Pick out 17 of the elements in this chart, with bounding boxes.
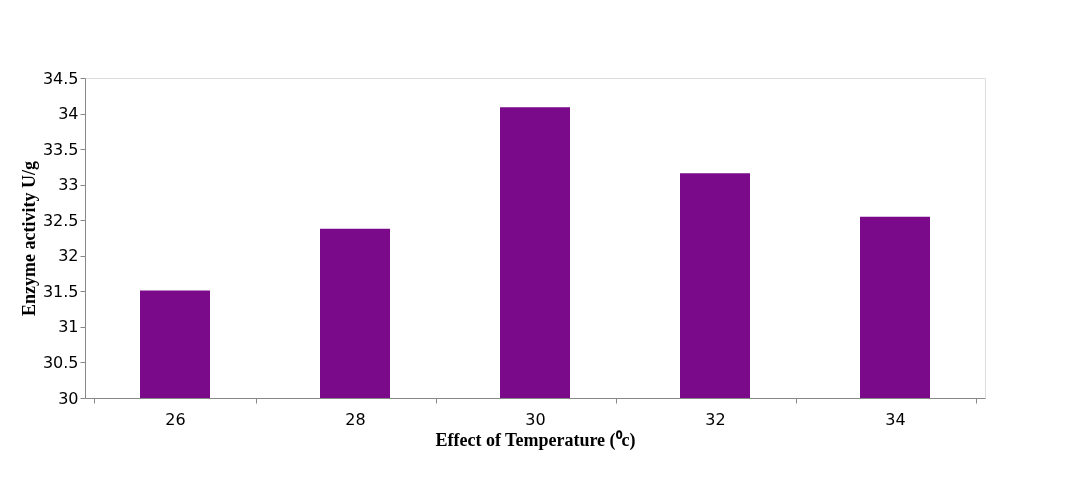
- y-tick-label: 34: [58, 104, 79, 124]
- x-tick-label: 28: [345, 409, 366, 429]
- y-tick-label: 32.5: [42, 210, 79, 230]
- y-axis-title: Enzyme activity U/g: [18, 161, 39, 316]
- y-tick-label: 33: [58, 175, 79, 195]
- y-tick-label: 33.5: [42, 139, 79, 159]
- x-tick-label: 26: [165, 409, 186, 429]
- y-tick-label: 31.5: [42, 281, 79, 301]
- y-tick-label: 30.5: [42, 352, 79, 372]
- y-tick-label: 32: [58, 246, 79, 266]
- x-axis-title: Effect of Temperature (⁰c): [435, 429, 636, 451]
- x-tick-label: 30: [525, 409, 546, 429]
- y-tick-label: 34.5: [42, 68, 79, 88]
- y-tick-label: 31: [58, 317, 79, 337]
- y-tick-label: 30: [58, 388, 79, 408]
- x-tick-label: 32: [705, 409, 726, 429]
- x-tick-label: 34: [885, 409, 906, 429]
